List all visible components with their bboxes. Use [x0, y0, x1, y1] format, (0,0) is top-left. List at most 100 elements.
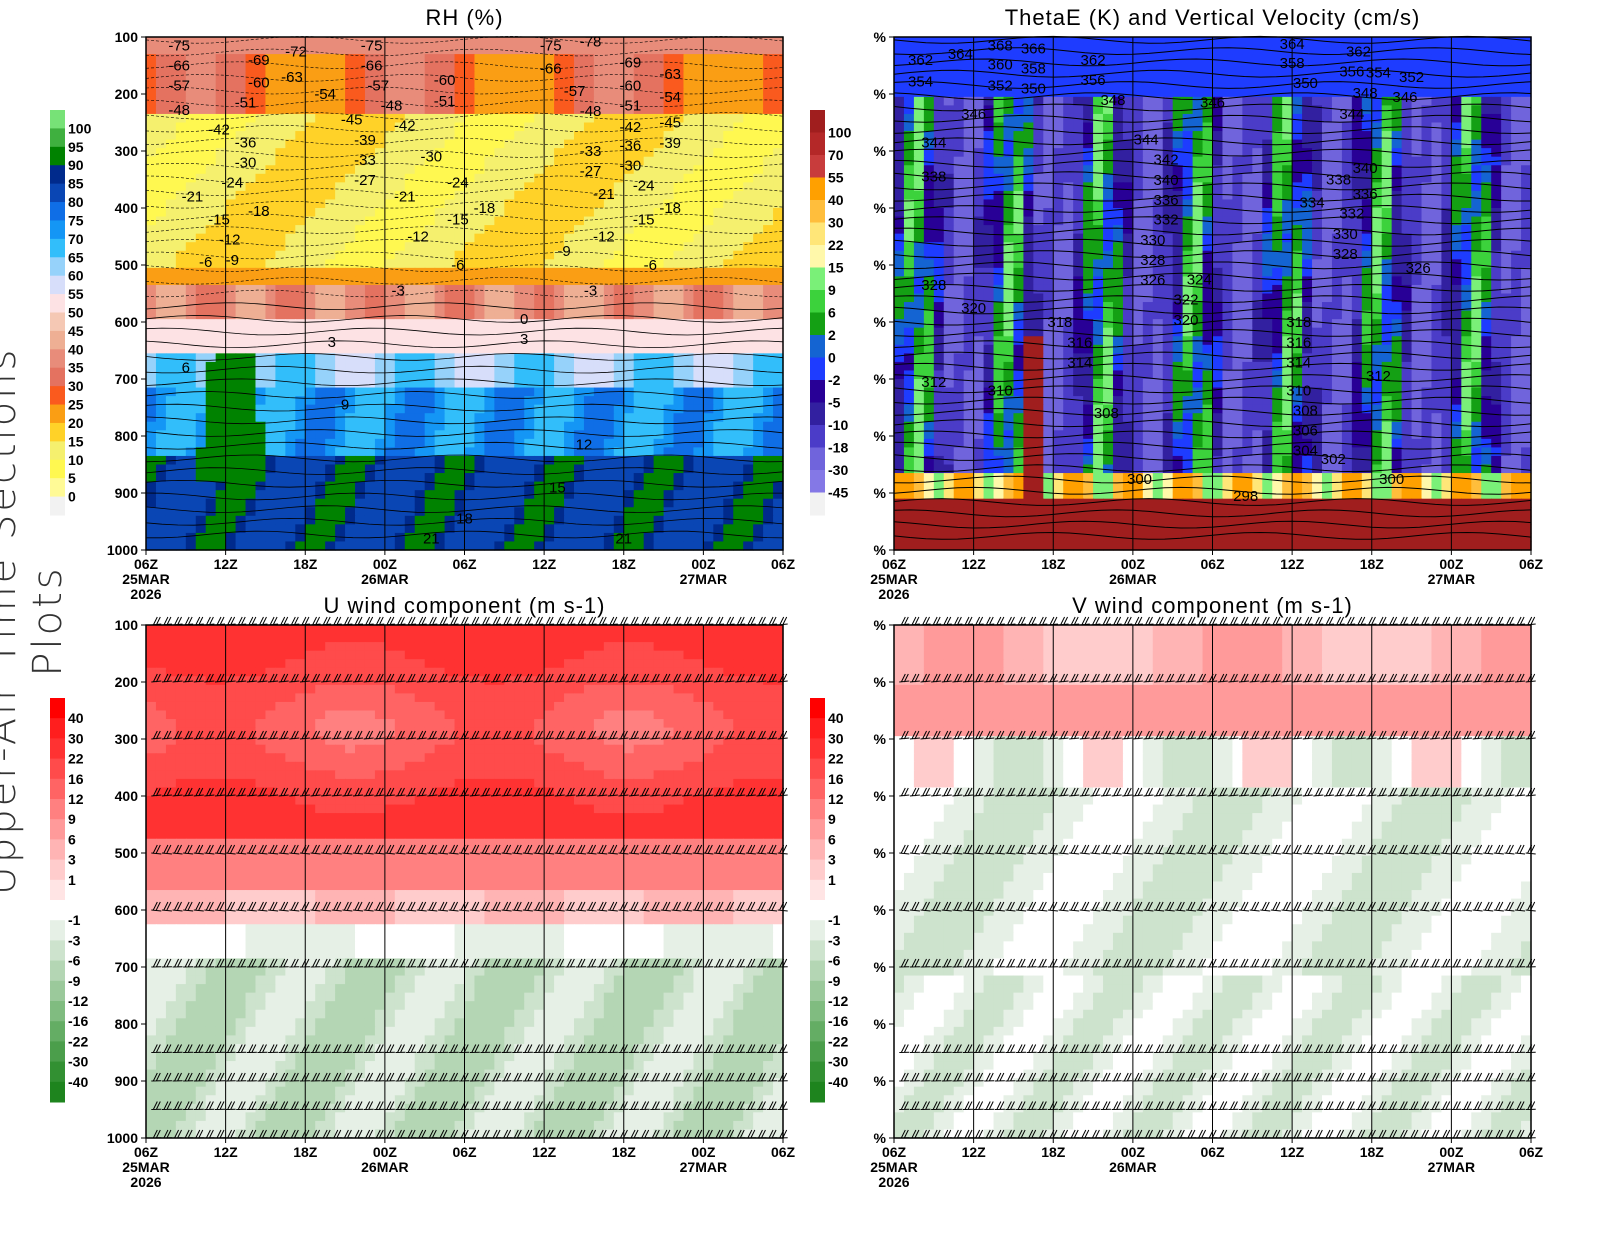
field-cell: [205, 481, 217, 491]
field-cell: [1302, 156, 1313, 166]
field-cell: [733, 464, 744, 474]
field-cell: [355, 515, 366, 525]
field-cell: [146, 54, 157, 64]
field-cell: [484, 430, 495, 440]
field-cell: [325, 37, 336, 47]
field-cell: [723, 473, 734, 483]
colorbar-swatch: [50, 202, 65, 221]
field-cell: [703, 455, 714, 466]
field-cell: [643, 62, 655, 72]
field-cell: [424, 250, 436, 260]
field-cell: [1142, 62, 1154, 72]
field-cell: [355, 524, 366, 534]
field-cell: [205, 387, 217, 397]
field-cell: [464, 344, 476, 354]
field-cell: [524, 156, 535, 166]
field-cell: [593, 96, 605, 106]
field-cell: [683, 464, 695, 474]
field-cell: [1103, 131, 1114, 141]
field-cell: [753, 524, 764, 534]
field-cell: [554, 430, 565, 440]
field-cell: [504, 370, 515, 380]
field-cell: [613, 242, 625, 252]
field-cell: [993, 113, 1005, 124]
contour-label: 12: [576, 437, 593, 454]
field-cell: [454, 190, 466, 201]
field-cell: [554, 165, 565, 175]
field-cell: [345, 293, 356, 303]
field-cell: [1361, 37, 1373, 47]
field-cell: [743, 182, 754, 192]
field-cell: [434, 242, 446, 252]
contour-label: -48: [381, 97, 403, 114]
field-cell: [414, 182, 426, 192]
field-cell: [255, 182, 267, 192]
field-cell: [454, 490, 466, 500]
field-cell: [474, 524, 486, 534]
field-cell: [285, 233, 296, 243]
field-cell: [993, 131, 1005, 141]
field-cell: [235, 421, 247, 431]
field-cell: [195, 353, 207, 363]
field-cell: [205, 96, 217, 106]
field-cell: [374, 96, 386, 106]
field-cell: [613, 293, 625, 303]
field-cell: [643, 267, 655, 277]
field-cell: [1043, 113, 1054, 124]
field-cell: [633, 131, 645, 141]
field-cell: [374, 413, 386, 423]
field-cell: [663, 139, 675, 149]
contour-label: -48: [580, 103, 602, 120]
field-cell: [285, 447, 296, 457]
field-cell: [1272, 156, 1283, 166]
field-cell: [245, 105, 257, 115]
field-cell: [424, 45, 436, 55]
contour-line: [145, 162, 784, 171]
field-cell: [603, 379, 615, 389]
field-cell: [434, 148, 446, 158]
field-cell: [335, 122, 346, 132]
x-date-label: 27MAR: [680, 571, 727, 587]
field-cell: [474, 96, 486, 106]
field-cell: [743, 430, 754, 440]
field-cell: [175, 182, 187, 192]
field-cell: [773, 173, 784, 183]
field-cell: [374, 62, 386, 72]
field-cell: [225, 413, 237, 423]
field-cell: [693, 199, 704, 209]
field-cell: [275, 139, 286, 149]
field-cell: [414, 524, 426, 534]
field-cell: [623, 421, 635, 431]
field-cell: [903, 62, 915, 72]
field-cell: [454, 421, 466, 431]
field-cell: [514, 45, 525, 55]
field-cell: [355, 379, 366, 389]
field-cell: [454, 233, 466, 243]
field-cell: [903, 88, 915, 98]
field-cell: [913, 96, 925, 106]
field-cell: [434, 71, 446, 81]
field-cell: [394, 122, 406, 132]
field-cell: [225, 62, 237, 72]
field-cell: [1441, 45, 1452, 55]
field-cell: [474, 79, 486, 89]
field-cell: [504, 173, 515, 183]
field-cell: [484, 387, 495, 397]
field-cell: [374, 267, 386, 277]
field-cell: [195, 361, 207, 372]
contour-label: -39: [354, 132, 376, 149]
field-cell: [623, 430, 635, 440]
field-cell: [155, 379, 167, 389]
field-cell: [643, 370, 655, 380]
field-cell: [524, 199, 535, 209]
field-cell: [564, 344, 575, 354]
field-cell: [703, 524, 714, 534]
field-cell: [424, 216, 436, 226]
field-cell: [1023, 88, 1034, 98]
field-cell: [1112, 131, 1124, 141]
field-cell: [424, 233, 436, 243]
field-cell: [643, 79, 655, 89]
field-cell: [514, 182, 525, 192]
field-cell: [374, 216, 386, 226]
field-cell: [374, 284, 386, 295]
